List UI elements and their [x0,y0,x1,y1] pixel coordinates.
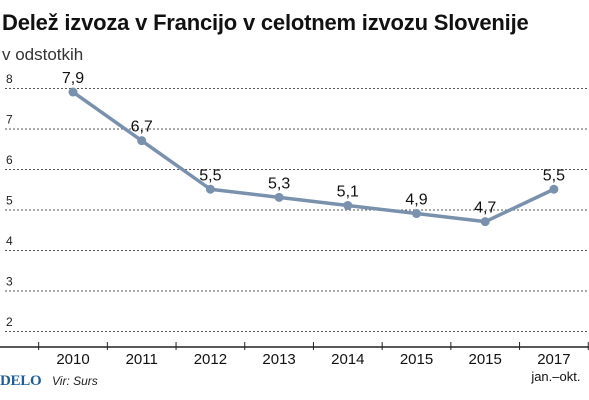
chart-title: Delež izvoza v Francijo v celotnem izvoz… [2,10,529,35]
data-label: 5,3 [268,175,290,192]
x-tick-label: 2012 [194,351,227,368]
y-tick-label: 4 [6,234,13,248]
data-point [549,184,559,194]
series-line [71,90,556,224]
data-label: 5,5 [543,167,565,184]
y-tick-label: 5 [6,194,13,208]
data-point [412,209,421,219]
y-tick-label: 2 [6,315,13,329]
data-point [480,217,490,227]
y-tick-label: 7 [6,113,13,127]
data-label: 4,9 [405,192,427,209]
data-point [137,136,147,146]
data-point [274,192,284,202]
y-tick-label: 6 [6,153,13,167]
source-note: Vir: Surs [52,374,98,388]
data-label: 5,1 [337,183,359,200]
y-tick-label: 8 [6,72,13,86]
data-point [343,200,353,210]
data-label: 5,5 [199,167,221,184]
x-tick-label: 2014 [331,351,364,368]
x-tick-label: 2010 [56,351,89,368]
x-tick-sublabel: jan.–okt. [530,369,580,384]
x-tick-label: 2017 [537,351,570,368]
data-point [205,184,215,194]
x-tick-label: 2013 [262,351,295,368]
x-tick-label: 2015 [400,351,433,368]
x-tick-label: 2015 [469,351,502,368]
data-point [68,87,78,97]
delo-logo: DELO [0,373,42,389]
data-label: 7,9 [62,70,84,87]
data-label: 4,7 [474,200,496,217]
chart-subtitle: v odstotkih [2,45,84,64]
x-tick-label: 2011 [126,351,158,368]
y-tick-label: 3 [6,275,13,289]
data-label: 6,7 [131,119,153,136]
